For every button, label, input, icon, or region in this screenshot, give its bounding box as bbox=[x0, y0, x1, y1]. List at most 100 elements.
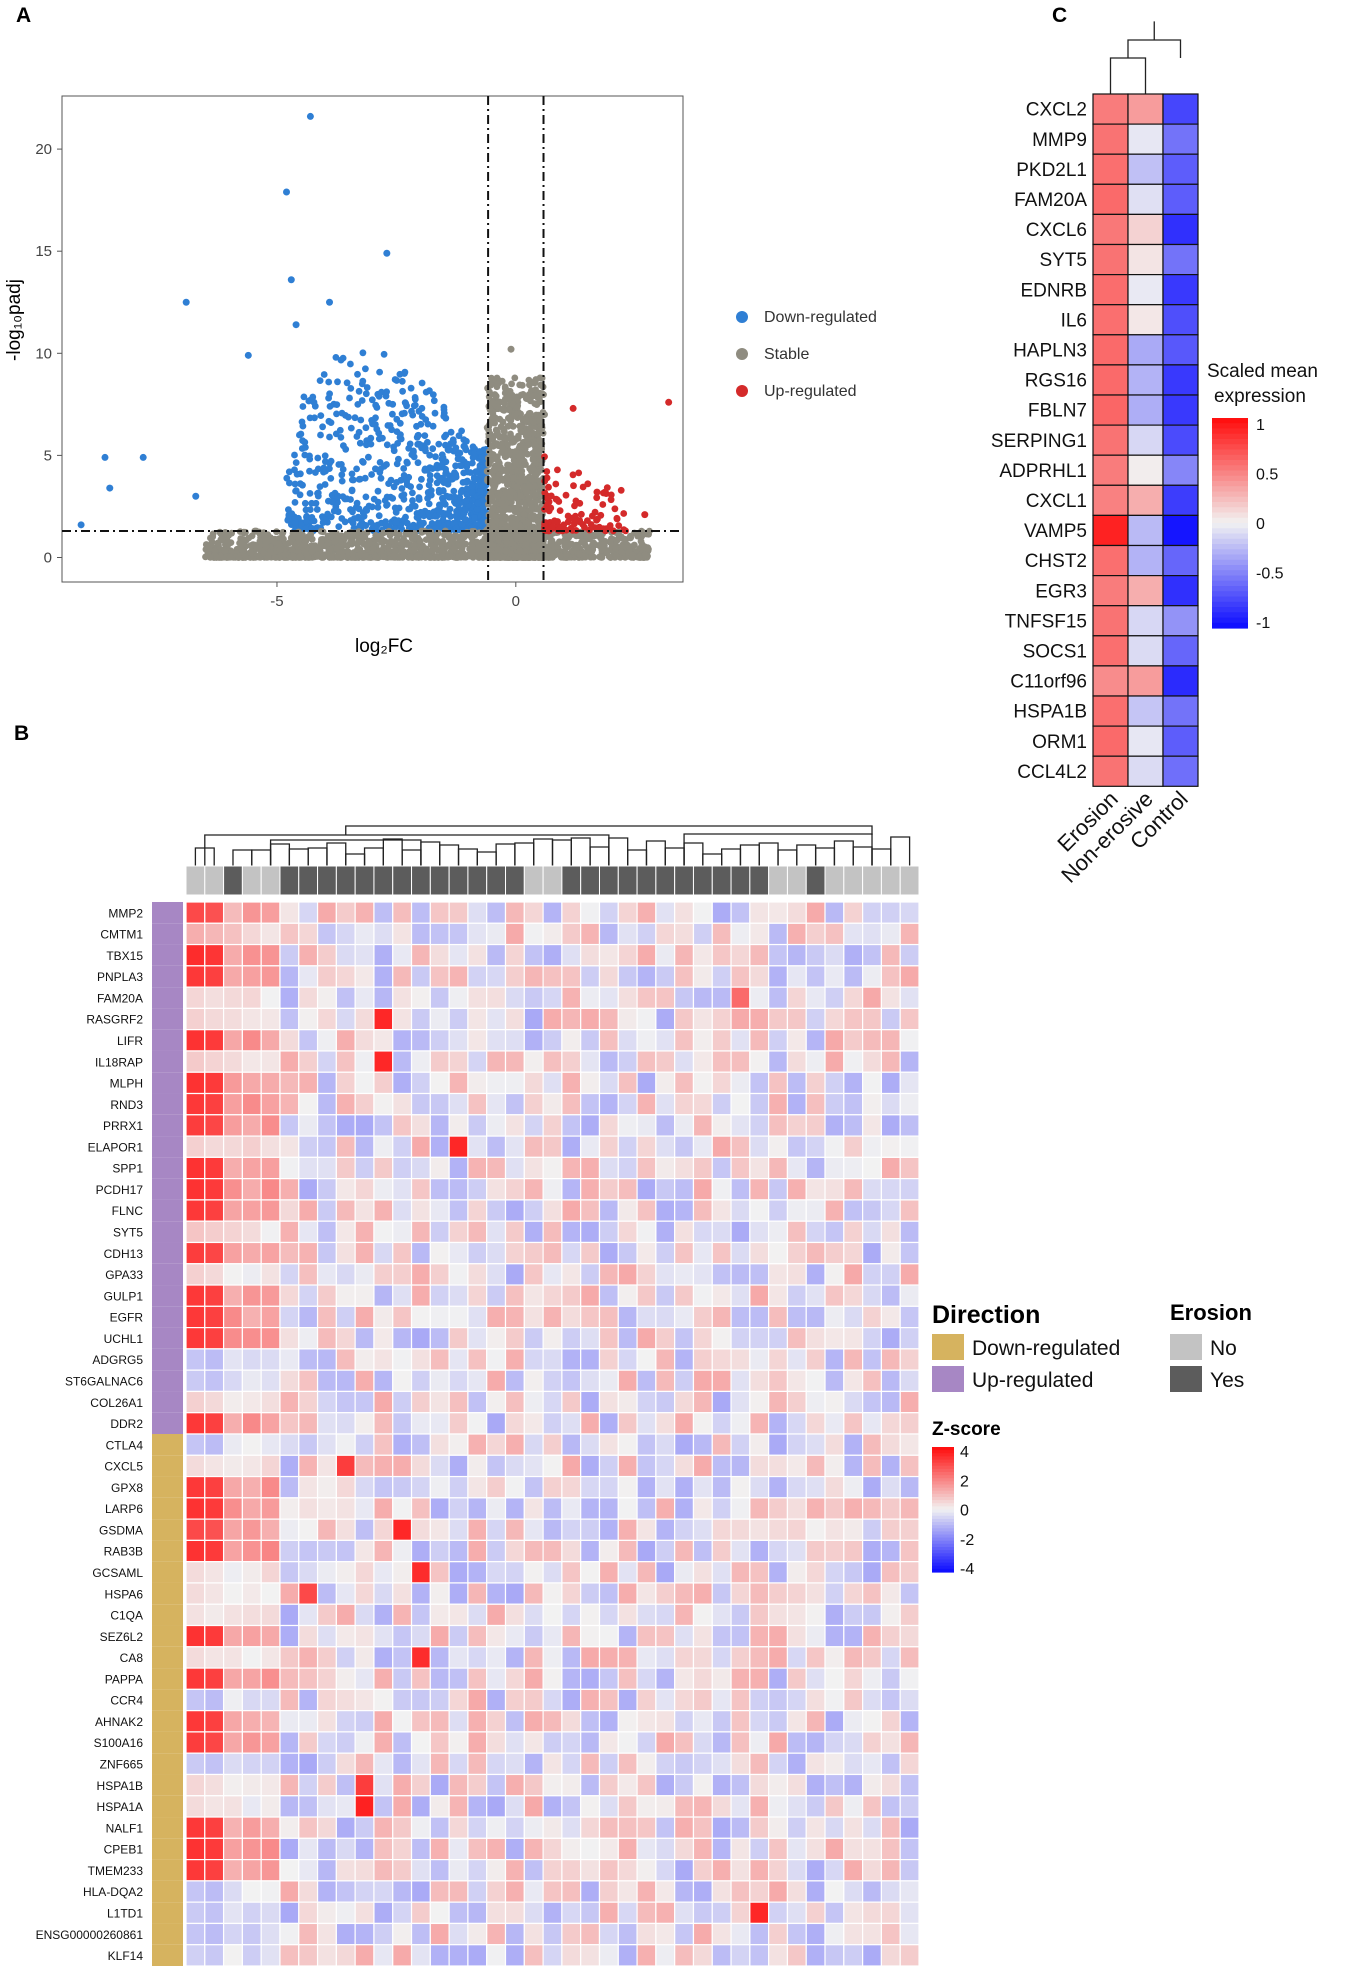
zscore-cell bbox=[429, 1582, 450, 1605]
zscore-cell bbox=[410, 986, 431, 1009]
zscore-cell bbox=[222, 1624, 243, 1648]
zscore-cell bbox=[204, 986, 225, 1009]
zscore-cell bbox=[692, 1390, 713, 1414]
direction-annotation-cell bbox=[152, 1434, 183, 1456]
zscore-cell bbox=[561, 1156, 582, 1180]
zscore-cell bbox=[448, 1284, 469, 1307]
volcano-point-down bbox=[288, 510, 296, 517]
volcano-point-down bbox=[359, 458, 366, 465]
zscore-cell bbox=[298, 1603, 319, 1627]
zscore-cell bbox=[843, 1475, 864, 1499]
erosion-annotation-cell bbox=[843, 865, 864, 896]
zscore-cell bbox=[335, 1603, 356, 1627]
volcano-point-stable bbox=[517, 492, 524, 500]
zscore-cell bbox=[786, 1348, 807, 1371]
zscore-cell bbox=[711, 922, 732, 946]
zscore-cell bbox=[862, 1412, 883, 1435]
zscore-cell bbox=[316, 1220, 337, 1244]
zscore-cell bbox=[580, 1518, 601, 1541]
zscore-cell bbox=[862, 1497, 883, 1520]
zscore-cell bbox=[636, 1582, 657, 1605]
volcano-point-down bbox=[347, 385, 355, 392]
zscore-cell bbox=[655, 1348, 676, 1371]
zscore-cell bbox=[598, 1603, 619, 1627]
sample-dendrogram bbox=[194, 825, 911, 866]
zscore-cell bbox=[504, 1220, 525, 1244]
zscore-cell bbox=[504, 1050, 525, 1073]
zscore-cell bbox=[486, 1220, 507, 1244]
zscore-cell bbox=[805, 1624, 826, 1648]
zscore-cell bbox=[655, 1603, 676, 1627]
zscore-cell bbox=[504, 1305, 525, 1329]
volcano-point-down bbox=[479, 504, 487, 511]
direction-annotation-cell bbox=[152, 1497, 183, 1520]
erosion-annotation-cell bbox=[598, 865, 619, 896]
zscore-cell bbox=[730, 1305, 751, 1329]
zscore-cell bbox=[768, 1220, 789, 1244]
volcano-point-stable bbox=[502, 452, 510, 460]
zscore-cell bbox=[674, 1007, 695, 1031]
zscore-cell bbox=[786, 1284, 807, 1307]
zscore-cell bbox=[843, 986, 864, 1009]
zscore-cell bbox=[204, 1624, 225, 1648]
zscore-cell bbox=[561, 1369, 582, 1393]
zscore-cell bbox=[636, 1178, 657, 1201]
gene-label: ST6GALNAC6 bbox=[65, 1374, 143, 1388]
volcano-point-stable bbox=[500, 428, 508, 435]
zscore-cell bbox=[824, 1561, 845, 1584]
gene-label: RASGRF2 bbox=[86, 1013, 143, 1027]
zscore-cell bbox=[655, 1582, 676, 1605]
volcano-point-down bbox=[355, 387, 363, 395]
zscore-cell bbox=[711, 1050, 732, 1073]
zscore-cell bbox=[598, 1199, 619, 1222]
zscore-cell bbox=[674, 1518, 695, 1541]
zscore-cell bbox=[486, 1114, 507, 1137]
zscore-cell bbox=[523, 1241, 544, 1265]
zscore-cell bbox=[692, 1475, 713, 1499]
zscore-cell bbox=[222, 1539, 243, 1563]
zscore-cell bbox=[730, 1263, 751, 1286]
zscore-cell bbox=[561, 1263, 582, 1286]
zscore-cell bbox=[523, 1390, 544, 1414]
volcano-point-stable bbox=[536, 374, 544, 382]
zscore-cell bbox=[298, 965, 319, 988]
volcano-point-up bbox=[543, 474, 551, 482]
volcano-point-stable bbox=[256, 537, 264, 545]
dendrogram-branch bbox=[363, 847, 384, 866]
zscore-cell bbox=[241, 1497, 262, 1520]
zscore-cell bbox=[448, 1326, 469, 1350]
zscore-cell bbox=[241, 1369, 262, 1393]
zscore-cell bbox=[222, 1050, 243, 1073]
zscore-cell bbox=[692, 922, 713, 946]
volcano-point-stable bbox=[333, 544, 341, 552]
zscore-cell bbox=[241, 1114, 262, 1137]
zscore-cell bbox=[598, 1561, 619, 1584]
zscore-cell bbox=[636, 1497, 657, 1520]
volcano-point-down bbox=[368, 471, 375, 478]
zscore-cell bbox=[711, 1497, 732, 1520]
volcano-point-stable bbox=[485, 393, 493, 401]
zscore-cell bbox=[279, 965, 300, 988]
zscore-cell bbox=[467, 1497, 488, 1520]
volcano-point-down bbox=[447, 428, 455, 436]
panel-label-b: B bbox=[14, 722, 29, 745]
volcano-point-stable bbox=[502, 513, 510, 521]
zscore-cell bbox=[749, 922, 770, 946]
zscore-cell bbox=[843, 1241, 864, 1265]
zscore-cell bbox=[598, 1412, 619, 1435]
zscore-cell bbox=[523, 1284, 544, 1307]
dendrogram-branch bbox=[739, 844, 760, 866]
zscore-cell bbox=[692, 1624, 713, 1648]
zscore-cell bbox=[692, 965, 713, 988]
volcano-point-stable bbox=[406, 553, 414, 561]
zscore-cell bbox=[880, 1326, 901, 1350]
zscore-cell bbox=[260, 1263, 281, 1286]
volcano-point-down bbox=[353, 499, 361, 507]
zscore-cell bbox=[843, 1071, 864, 1095]
volcano-point-down bbox=[429, 445, 437, 453]
zscore-cell bbox=[692, 1433, 713, 1456]
zscore-cell bbox=[279, 943, 300, 967]
zscore-cell bbox=[298, 1178, 319, 1201]
direction-annotation-cell bbox=[152, 1476, 183, 1498]
gene-label: MMP2 bbox=[108, 906, 143, 920]
